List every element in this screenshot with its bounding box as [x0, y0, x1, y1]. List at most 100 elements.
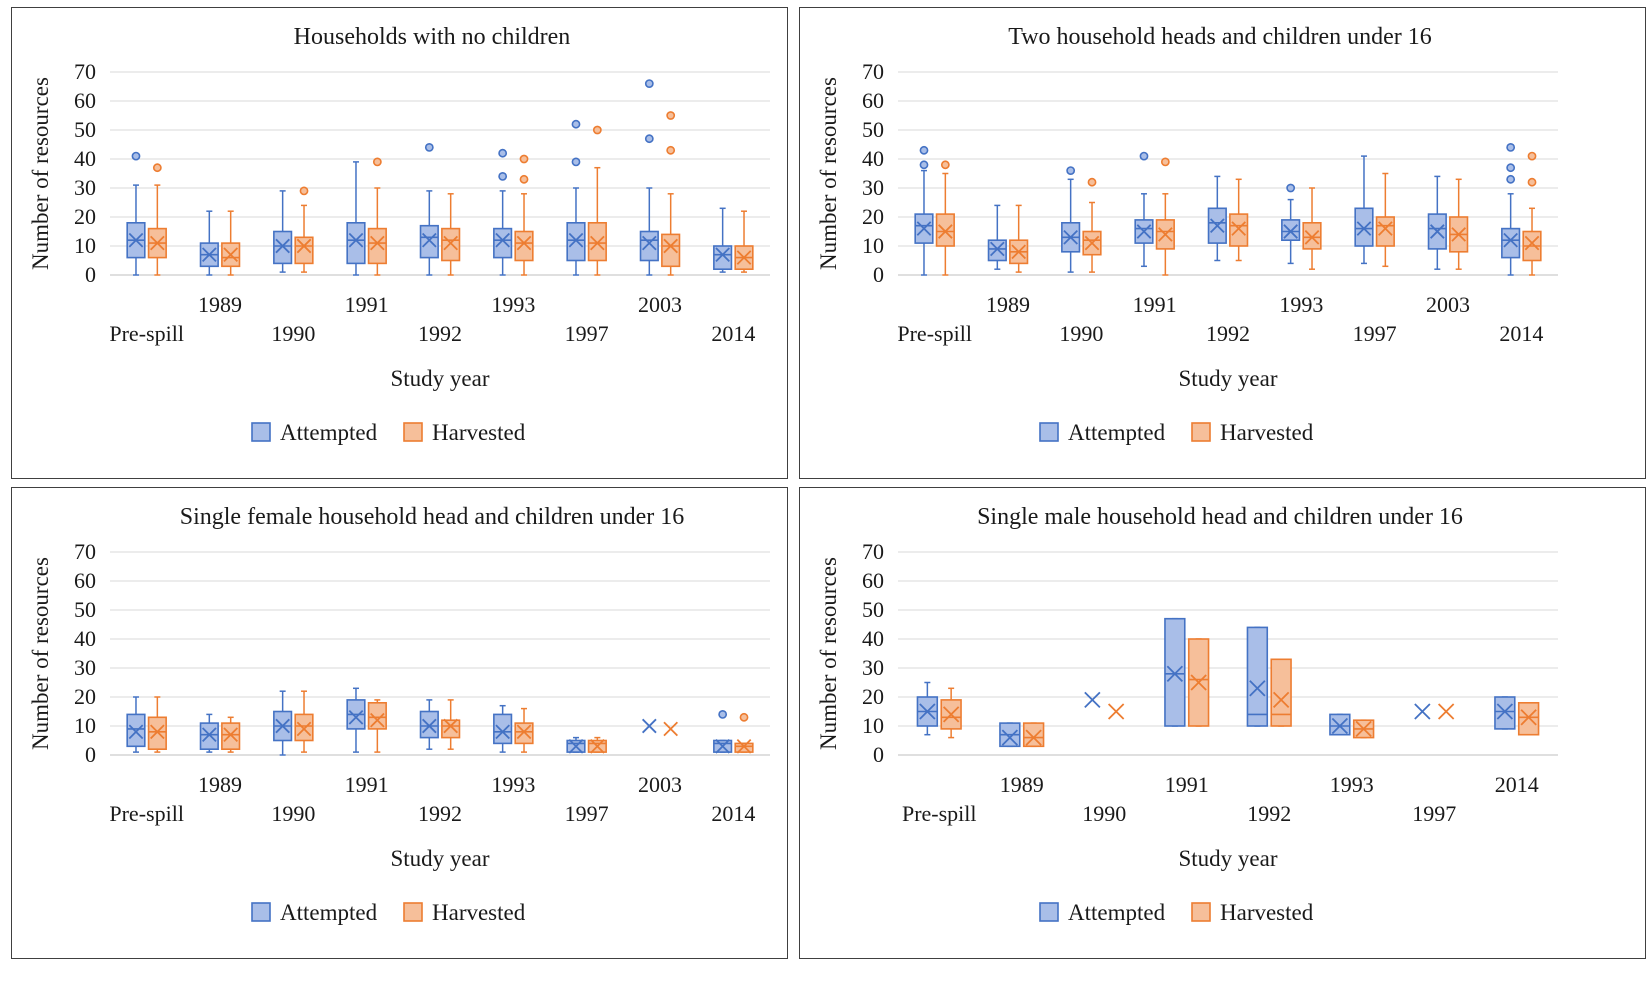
y-tick-label: 10 — [862, 233, 884, 258]
box-harvested-7 — [1449, 178, 1469, 270]
box-harvested-2 — [1107, 703, 1125, 720]
box-attempted-0 — [126, 151, 146, 276]
mean-marker — [1158, 227, 1173, 242]
mean-marker — [1025, 729, 1042, 746]
box-harvested-2 — [1082, 177, 1102, 273]
y-tick-label: 70 — [74, 59, 96, 84]
box-harvested-0 — [147, 696, 167, 753]
x-tick-label: 1993 — [491, 772, 535, 797]
y-tick-label: 30 — [862, 175, 884, 200]
y-tick-label: 70 — [862, 59, 884, 84]
box-attempted-0 — [126, 696, 146, 753]
iqr-box — [734, 742, 754, 753]
mean-marker — [1001, 729, 1019, 746]
mean-marker — [1283, 224, 1298, 239]
legend-swatch-attempted — [1039, 902, 1059, 922]
mean-marker — [590, 235, 605, 251]
box-harvested-4 — [441, 699, 461, 750]
mean-marker — [421, 232, 437, 248]
legend-label-attempted: Attempted — [1068, 900, 1166, 925]
box-attempted-3 — [346, 161, 366, 276]
mean-marker — [568, 738, 584, 754]
box-attempted-4 — [1207, 175, 1227, 262]
iqr-box — [273, 230, 293, 265]
iqr-box — [1517, 702, 1540, 736]
mean-marker — [1304, 229, 1320, 245]
box-harvested-7 — [1517, 702, 1540, 736]
mean-marker — [128, 724, 144, 740]
outlier-point — [299, 186, 309, 196]
mean-marker — [736, 738, 752, 754]
box-attempted-5 — [493, 704, 513, 753]
legend-label-harvested: Harvested — [432, 420, 526, 445]
outlier-point — [1506, 163, 1516, 173]
outlier-point — [498, 148, 508, 158]
outlier-point — [1160, 157, 1170, 167]
x-tick-label: Pre-spill — [902, 801, 977, 826]
iqr-box — [639, 230, 659, 262]
box-attempted-3 — [346, 687, 366, 753]
mean-marker — [128, 232, 144, 248]
x-tick-label: 1991 — [345, 292, 389, 317]
mean-marker — [1231, 221, 1247, 236]
y-tick-label: 60 — [74, 568, 96, 593]
x-tick-label: 1997 — [1353, 321, 1397, 346]
y-tick-label: 0 — [873, 262, 884, 287]
mean-marker — [1190, 674, 1207, 691]
box-attempted-1 — [999, 722, 1021, 748]
mean-marker — [150, 724, 165, 740]
legend-label-harvested: Harvested — [432, 900, 526, 925]
outlier-point — [1506, 142, 1516, 152]
x-tick-label: 2014 — [1499, 321, 1543, 346]
box-harvested-5 — [514, 154, 534, 276]
box-attempted-4 — [1246, 626, 1269, 727]
mean-marker — [275, 238, 290, 254]
box-attempted-6 — [566, 119, 586, 276]
legend-label-harvested: Harvested — [1220, 900, 1314, 925]
iqr-box — [1229, 213, 1249, 247]
mean-marker — [568, 232, 584, 248]
box-attempted-0 — [916, 681, 939, 736]
mean-marker — [663, 238, 679, 254]
x-tick-label: 1989 — [986, 292, 1030, 317]
chart-panel-single-female: Single female household head and childre… — [11, 487, 788, 959]
x-tick-label: 1990 — [1059, 321, 1103, 346]
box-attempted-2 — [273, 690, 293, 756]
x-tick-label: 1997 — [565, 321, 609, 346]
box-harvested-8 — [734, 712, 754, 754]
y-tick-label: 30 — [74, 175, 96, 200]
box-harvested-5 — [1302, 187, 1322, 270]
y-tick-label: 30 — [862, 655, 884, 680]
legend-label-attempted: Attempted — [280, 900, 378, 925]
mean-marker — [989, 241, 1005, 257]
mean-marker — [296, 721, 312, 737]
mean-marker — [223, 727, 239, 743]
box-attempted-7 — [641, 718, 657, 734]
box-harvested-7 — [661, 111, 681, 276]
legend-swatch-harvested — [1191, 422, 1211, 442]
iqr-box — [713, 245, 733, 271]
box-attempted-8 — [1501, 142, 1521, 276]
box-harvested-6 — [1437, 703, 1455, 720]
box-harvested-8 — [1522, 151, 1542, 276]
iqr-box — [493, 227, 513, 259]
y-tick-label: 40 — [862, 146, 884, 171]
iqr-box — [294, 236, 314, 265]
mean-marker — [1272, 691, 1290, 709]
chart-title: Households with no children — [294, 24, 571, 50]
box-attempted-3 — [1164, 617, 1186, 727]
x-tick-label: 1989 — [1000, 772, 1044, 797]
outlier-point — [152, 163, 162, 173]
mean-marker — [1503, 232, 1518, 248]
mean-marker — [421, 718, 437, 734]
y-axis-title: Number of resources — [816, 77, 841, 270]
iqr-box — [221, 722, 241, 751]
y-tick-label: 50 — [862, 117, 884, 142]
box-attempted-7 — [1427, 175, 1447, 270]
outlier-point — [1286, 183, 1296, 193]
y-tick-label: 50 — [74, 117, 96, 142]
y-axis-title: Number of resources — [816, 557, 841, 750]
iqr-box — [1354, 207, 1374, 247]
box-harvested-3 — [367, 699, 387, 753]
mean-marker — [1249, 680, 1266, 697]
